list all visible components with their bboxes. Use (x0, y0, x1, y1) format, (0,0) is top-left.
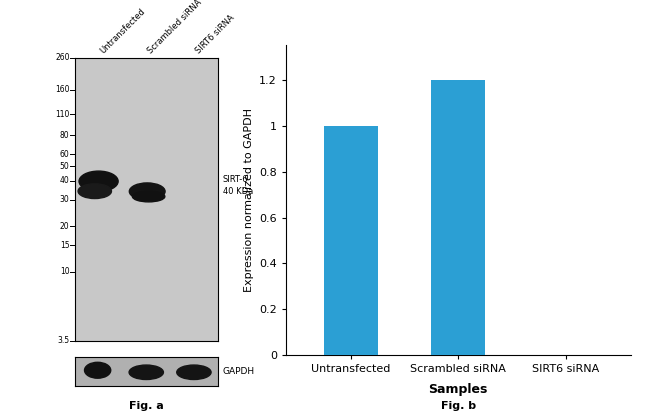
Ellipse shape (129, 365, 163, 380)
Text: 15: 15 (60, 241, 70, 249)
Text: Scrambled siRNA: Scrambled siRNA (146, 0, 204, 56)
Text: Fig. b: Fig. b (441, 401, 476, 411)
Text: 20: 20 (60, 222, 70, 231)
Text: 80: 80 (60, 131, 70, 140)
Text: 30: 30 (60, 195, 70, 204)
Bar (432, 80, 485, 355)
Bar (324, 126, 378, 355)
Ellipse shape (129, 183, 165, 200)
Text: 50: 50 (60, 161, 70, 171)
Ellipse shape (177, 365, 211, 380)
Text: 3.5: 3.5 (57, 336, 70, 345)
X-axis label: Samples: Samples (428, 382, 488, 396)
Y-axis label: Expression normalized to GAPDH: Expression normalized to GAPDH (244, 108, 254, 292)
Text: 110: 110 (55, 110, 70, 119)
Text: GAPDH: GAPDH (223, 367, 255, 376)
Ellipse shape (78, 184, 111, 199)
Text: 160: 160 (55, 85, 70, 94)
Text: 40: 40 (60, 176, 70, 185)
Ellipse shape (79, 171, 118, 192)
Text: 10: 10 (60, 267, 70, 276)
Text: 60: 60 (60, 150, 70, 159)
Ellipse shape (84, 362, 110, 378)
Text: 260: 260 (55, 53, 70, 62)
Ellipse shape (133, 191, 165, 202)
Text: SIRT6 siRNA: SIRT6 siRNA (194, 14, 236, 56)
Text: SIRT-6
40 KDa: SIRT-6 40 KDa (223, 176, 254, 196)
Text: Untransfected: Untransfected (99, 7, 148, 56)
Text: Fig. a: Fig. a (129, 401, 164, 411)
